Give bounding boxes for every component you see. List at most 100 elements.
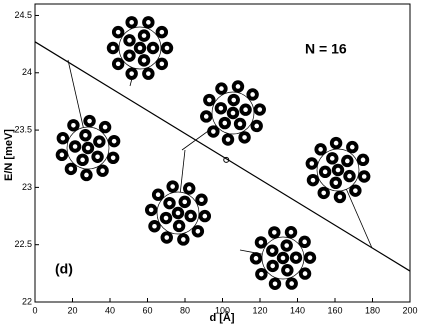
x-tick-label: 80 — [180, 305, 190, 315]
particle-core — [258, 240, 264, 245]
particle-core — [235, 84, 241, 89]
particle-core — [87, 118, 92, 124]
x-tick-label: 0 — [32, 305, 37, 315]
particle-core — [269, 248, 275, 253]
x-tick-label: 60 — [142, 305, 152, 315]
particle-core — [253, 256, 259, 261]
particle-core — [163, 215, 169, 221]
particle-core — [68, 166, 74, 172]
annotation: N = 16 — [305, 41, 347, 57]
particle-core — [360, 157, 366, 163]
particle-core — [182, 199, 188, 205]
particle-core — [137, 45, 143, 51]
particle-core — [243, 107, 248, 113]
particle-core — [110, 155, 116, 161]
x-axis-label: d [Å] — [209, 311, 234, 324]
particle-core — [170, 184, 175, 189]
particle-core — [347, 173, 352, 179]
particle-core — [129, 20, 134, 25]
particle-core — [333, 180, 339, 186]
particle-core — [211, 129, 216, 134]
particle-core — [164, 235, 170, 240]
particle-core — [167, 200, 172, 206]
particle-core — [102, 124, 108, 130]
particle-core — [321, 190, 327, 196]
particle-core — [100, 168, 105, 174]
marker-point — [223, 156, 230, 163]
x-tick-label: 160 — [327, 305, 342, 315]
particle-core — [72, 144, 78, 149]
particle-core — [176, 223, 182, 229]
particle-core — [335, 167, 341, 173]
particle-core — [272, 281, 278, 287]
particle-core — [115, 29, 121, 35]
particle-core — [110, 45, 116, 51]
particle-core — [250, 92, 255, 97]
particle-core — [60, 135, 66, 141]
particle-core — [115, 61, 121, 67]
particle-core — [309, 161, 315, 166]
particle-core — [345, 158, 350, 164]
y-tick-label: 24 — [22, 67, 32, 77]
particle-core — [310, 177, 316, 183]
particle-core — [257, 107, 263, 112]
x-tick-label: 40 — [105, 305, 115, 315]
particle-core — [218, 105, 224, 111]
particle-core — [207, 97, 212, 103]
particle-core — [129, 71, 134, 76]
particle-core — [175, 210, 181, 216]
particle-core — [225, 137, 231, 142]
particle-core — [222, 120, 228, 126]
particle-core — [353, 188, 358, 193]
particle-core — [71, 122, 76, 128]
particle-core — [127, 38, 132, 43]
particle-core — [349, 144, 355, 150]
particle-core — [337, 194, 343, 200]
particle-core — [272, 230, 277, 235]
particle-core — [219, 86, 224, 91]
x-tick-label: 180 — [365, 305, 380, 315]
x-tick-label: 100 — [215, 305, 230, 315]
particle-core — [188, 213, 193, 219]
annotation: (d) — [55, 261, 73, 277]
particle-core — [254, 123, 259, 129]
particle-core — [230, 110, 236, 116]
particle-core — [237, 121, 243, 127]
particle-core — [231, 97, 237, 103]
particle-core — [329, 156, 335, 161]
particle-core — [259, 271, 264, 277]
particle-core — [146, 71, 151, 76]
particle-core — [270, 263, 275, 269]
y-tick-label: 22.5 — [14, 239, 32, 249]
y-tick-label: 23.5 — [14, 124, 32, 134]
particle-core — [181, 237, 186, 242]
particle-core — [293, 255, 299, 260]
particle-core — [318, 147, 323, 152]
particle-core — [148, 207, 154, 213]
y-tick-label: 22 — [22, 296, 32, 306]
particle-core — [127, 53, 132, 58]
particle-core — [83, 132, 88, 138]
x-tick-label: 20 — [67, 305, 77, 315]
particle-core — [164, 45, 170, 51]
y-axis-label: E/N [meV] — [3, 129, 15, 181]
particle-core — [85, 145, 91, 151]
particle-core — [285, 267, 290, 273]
particle-core — [141, 58, 147, 63]
particle-core — [284, 243, 289, 248]
particle-core — [302, 271, 308, 276]
particle-core — [59, 152, 65, 158]
line — [34, 41, 411, 272]
particle-core — [333, 140, 339, 146]
particle-core — [111, 138, 117, 144]
particle-core — [141, 33, 147, 38]
particle-core — [97, 139, 102, 144]
particle-core — [288, 229, 294, 235]
particle-core — [202, 213, 208, 219]
particle-core — [84, 172, 89, 178]
particle-core — [289, 281, 294, 286]
x-tick-label: 140 — [290, 305, 305, 315]
x-tick-label: 200 — [402, 305, 417, 315]
particle-core — [280, 255, 286, 261]
